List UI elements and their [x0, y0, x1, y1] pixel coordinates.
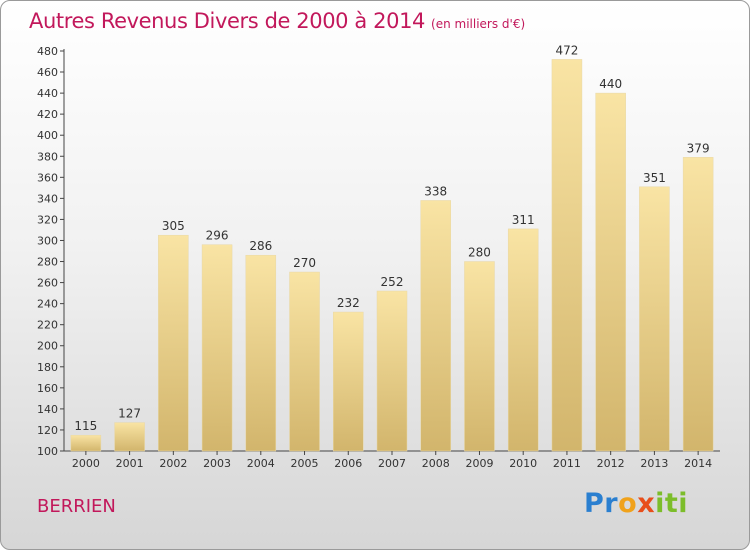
bar — [376, 290, 408, 452]
bar-value-label: 472 — [555, 43, 578, 57]
bar — [595, 92, 626, 452]
x-tick-label: 2012 — [597, 457, 625, 470]
chart-title-main: Autres Revenus Divers de 2000 à 2014 — [29, 9, 426, 33]
y-tick-label: 140 — [37, 403, 58, 416]
y-tick-label: 120 — [37, 424, 58, 437]
bar — [420, 200, 451, 452]
y-tick-label: 380 — [37, 150, 58, 163]
bar — [245, 254, 277, 452]
x-tick-label: 2008 — [422, 457, 450, 470]
x-tick-label: 2013 — [640, 457, 668, 470]
logo-letter: i — [655, 488, 665, 519]
bar-value-label: 296 — [206, 229, 229, 243]
bar-value-label: 270 — [293, 256, 316, 270]
y-tick-label: 340 — [37, 192, 58, 205]
y-tick-label: 280 — [37, 256, 58, 269]
y-tick-label: 420 — [37, 108, 58, 121]
bar — [639, 186, 670, 452]
bar-value-label: 115 — [74, 419, 97, 433]
bar — [114, 422, 145, 452]
x-tick-label: 2003 — [203, 457, 231, 470]
x-tick-label: 2001 — [116, 457, 144, 470]
y-tick-label: 440 — [37, 87, 58, 100]
logo-letter: x — [637, 488, 656, 519]
bar — [70, 434, 102, 452]
y-tick-label: 400 — [37, 129, 58, 142]
x-tick-label: 2004 — [247, 457, 275, 470]
y-tick-label: 220 — [37, 319, 58, 332]
y-tick-label: 160 — [37, 382, 58, 395]
x-tick-label: 2010 — [509, 457, 537, 470]
y-tick-label: 180 — [37, 361, 58, 374]
y-tick-label: 260 — [37, 277, 58, 290]
y-tick-label: 200 — [37, 340, 58, 353]
x-tick-label: 2006 — [334, 457, 362, 470]
bar-value-label: 280 — [468, 246, 491, 260]
y-tick-label: 360 — [37, 171, 58, 184]
bar-value-label: 252 — [381, 275, 404, 289]
x-tick-label: 2011 — [553, 457, 581, 470]
proxiti-logo: Proxiti — [584, 488, 688, 519]
place-name: BERRIEN — [37, 496, 116, 517]
bar-value-label: 232 — [337, 296, 360, 310]
x-tick-label: 2007 — [378, 457, 406, 470]
bar — [333, 311, 364, 452]
bar — [464, 261, 495, 452]
y-tick-label: 300 — [37, 234, 58, 247]
bar-value-label: 440 — [599, 77, 622, 91]
bar-value-label: 351 — [643, 171, 666, 185]
x-tick-label: 2014 — [684, 457, 712, 470]
y-tick-label: 240 — [37, 298, 58, 311]
logo-letter: P — [584, 488, 605, 519]
chart-title: Autres Revenus Divers de 2000 à 2014 (en … — [29, 9, 525, 33]
bar — [201, 244, 233, 452]
bar-value-label: 379 — [687, 141, 710, 155]
chart-subtitle: (en milliers d'€) — [431, 17, 526, 31]
bar-value-label: 305 — [162, 219, 185, 233]
bar — [551, 59, 583, 452]
bar-value-label: 311 — [512, 213, 535, 227]
x-tick-label: 2009 — [465, 457, 493, 470]
bar-value-label: 338 — [424, 184, 447, 198]
logo-letter: o — [618, 488, 638, 519]
bar — [507, 228, 539, 452]
bar — [289, 271, 320, 452]
y-tick-label: 320 — [37, 213, 58, 226]
bar-value-label: 127 — [118, 407, 141, 421]
logo-letter: r — [604, 488, 619, 519]
y-tick-label: 100 — [37, 445, 58, 458]
x-tick-label: 2000 — [72, 457, 100, 470]
bar — [682, 157, 714, 452]
x-tick-label: 2005 — [291, 457, 319, 470]
bar-value-label: 286 — [249, 239, 272, 253]
y-tick-label: 480 — [37, 45, 58, 58]
y-tick-label: 460 — [37, 66, 58, 79]
x-tick-label: 2002 — [159, 457, 187, 470]
logo-letter: ti — [664, 488, 689, 519]
bar — [158, 234, 189, 452]
